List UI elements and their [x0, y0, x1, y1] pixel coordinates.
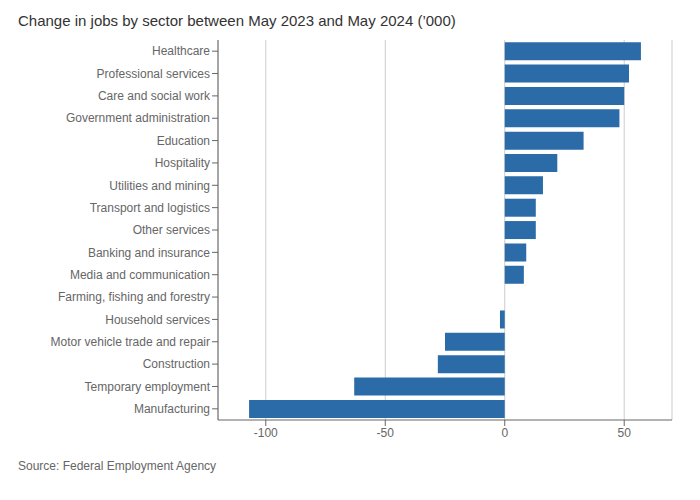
svg-text:Hospitality: Hospitality	[155, 156, 210, 170]
svg-text:Household services: Household services	[105, 313, 210, 327]
svg-text:-100: -100	[254, 426, 278, 440]
svg-text:Banking and insurance: Banking and insurance	[88, 246, 210, 260]
svg-text:-50: -50	[377, 426, 395, 440]
svg-text:Care and social work: Care and social work	[98, 89, 211, 103]
svg-text:0: 0	[501, 426, 508, 440]
svg-text:Farming, fishing and forestry: Farming, fishing and forestry	[58, 290, 210, 304]
html-text:Change in jobs by sector betwe: Change in jobs by sector between May 202…	[18, 12, 456, 29]
svg-text:Professional services: Professional services	[97, 67, 210, 81]
svg-text:50: 50	[618, 426, 632, 440]
svg-text:Government administration: Government administration	[66, 111, 210, 125]
svg-text:Other services: Other services	[133, 223, 210, 237]
svg-text:Education: Education	[157, 134, 210, 148]
html-text:Source: Federal Employment Age: Source: Federal Employment Agency	[18, 459, 217, 473]
svg-text:Temporary employment: Temporary employment	[85, 380, 211, 394]
svg-text:Media and communication: Media and communication	[70, 268, 210, 282]
svg-text:Utilities and mining: Utilities and mining	[109, 179, 210, 193]
svg-text:Manufacturing: Manufacturing	[134, 402, 210, 416]
svg-text:Healthcare: Healthcare	[152, 44, 210, 58]
svg-text:Construction: Construction	[143, 357, 210, 371]
svg-text:Motor vehicle trade and repair: Motor vehicle trade and repair	[51, 335, 210, 349]
svg-text:Transport and logistics: Transport and logistics	[90, 201, 210, 215]
